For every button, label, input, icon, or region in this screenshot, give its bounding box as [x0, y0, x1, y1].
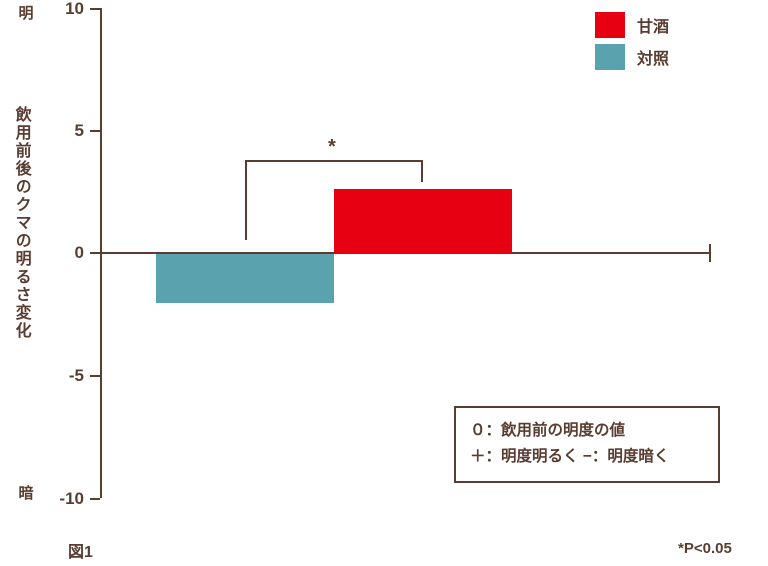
y-tick: [90, 375, 100, 377]
legend-swatch: [595, 12, 625, 38]
y-tick-label: 5: [48, 121, 84, 141]
legend-swatch: [595, 44, 625, 70]
figure-caption: 図1: [68, 538, 93, 562]
p-value-footnote: *P<0.05: [678, 540, 732, 557]
y-tick: [90, 130, 100, 132]
y-top-end-label: 明: [16, 2, 36, 23]
y-tick-label: 0: [48, 243, 84, 263]
y-axis-title: 飲用前後のクマの明るさ変化: [12, 106, 30, 340]
y-tick: [90, 8, 100, 10]
info-box: ０：飲用前の明度の値 ＋：明度明るく −：明度暗く: [454, 406, 720, 483]
bar-control: [156, 254, 334, 303]
significance-star: *: [328, 136, 336, 159]
bar-amazake: [334, 189, 512, 253]
legend-label: 甘酒: [637, 13, 669, 37]
y-tick-label: -5: [48, 366, 84, 386]
info-line: ＋：明度明るく −：明度暗く: [470, 444, 704, 470]
y-tick-label: 10: [48, 0, 84, 19]
chart-container: 明 暗 飲用前後のクマの明るさ変化 10 5 0 -5 -10 * 甘酒 対照: [0, 0, 768, 566]
x-axis-right-tick: [709, 244, 711, 262]
legend-item-control: 対照: [595, 44, 669, 70]
legend-label: 対照: [637, 45, 669, 69]
y-bottom-end-label: 暗: [16, 482, 36, 503]
y-tick: [90, 498, 100, 500]
y-tick: [90, 252, 100, 254]
legend: 甘酒 対照: [595, 12, 669, 76]
legend-item-amazake: 甘酒: [595, 12, 669, 38]
y-tick-label: -10: [48, 489, 84, 509]
info-line: ０：飲用前の明度の値: [470, 418, 704, 444]
